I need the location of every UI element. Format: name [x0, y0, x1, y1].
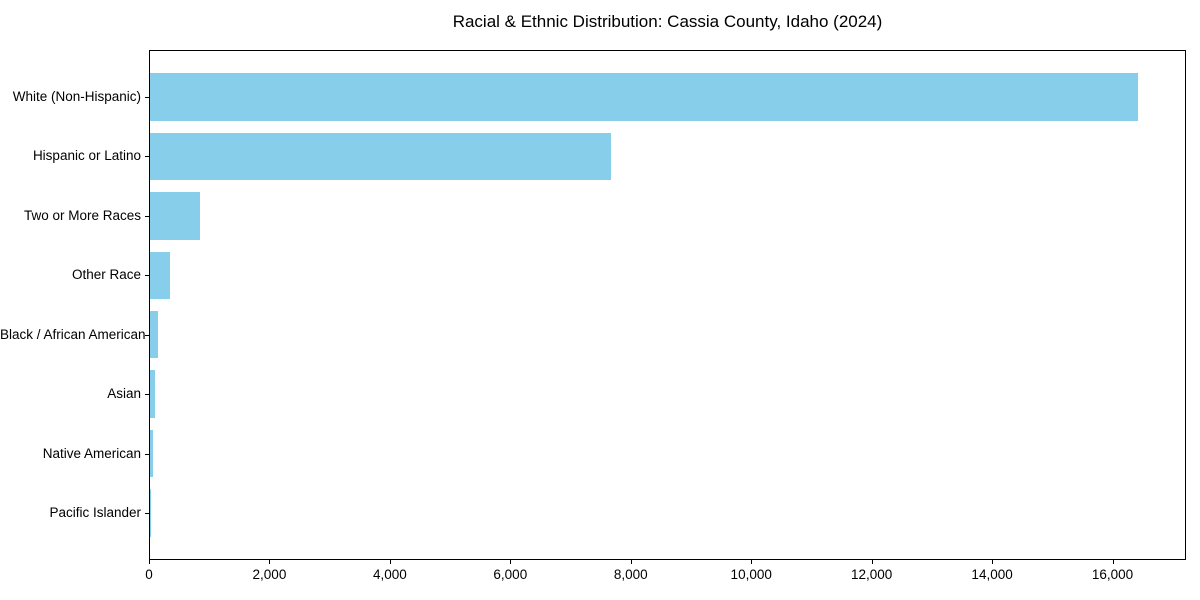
bar-white-non-hispanic — [150, 73, 1138, 121]
y-tick-mark — [145, 96, 149, 98]
bar-pacific-islander — [150, 489, 151, 537]
x-tick-mark — [510, 560, 512, 564]
y-tick-label-hispanic-or-latino: Hispanic or Latino — [32, 148, 141, 164]
x-tick-mark — [630, 560, 632, 564]
x-tick-label-10000: 10,000 — [730, 567, 772, 582]
y-tick-mark — [145, 215, 149, 217]
x-tick-label-16000: 16,000 — [1091, 567, 1134, 582]
y-tick-mark — [145, 156, 149, 158]
x-tick-mark — [1112, 560, 1114, 564]
x-tick-label-4000: 4,000 — [372, 567, 407, 582]
bar-hispanic-or-latino — [150, 132, 611, 181]
x-tick-label-8000: 8,000 — [613, 567, 648, 582]
y-tick-label-white-non-hispanic: White (Non-Hispanic) — [12, 88, 141, 104]
y-tick-label-black-african-american: Black / African American — [0, 326, 146, 342]
x-tick-mark — [992, 560, 994, 564]
plot-area — [149, 50, 1186, 560]
x-tick-mark — [269, 560, 271, 564]
x-tick-mark — [149, 560, 150, 564]
y-tick-mark — [145, 394, 149, 396]
y-tick-label-native-american: Native American — [42, 445, 141, 461]
y-tick-mark — [145, 513, 149, 515]
x-tick-mark — [389, 560, 391, 564]
x-tick-mark — [871, 560, 873, 564]
y-tick-label-asian: Asian — [107, 386, 141, 402]
bar-black-african-american — [150, 310, 158, 359]
y-tick-label-other-race: Other Race — [71, 267, 141, 283]
x-tick-label-14000: 14,000 — [971, 567, 1013, 582]
y-tick-mark — [145, 453, 149, 455]
bar-native-american — [150, 429, 153, 478]
y-tick-label-two-or-more-races: Two or More Races — [23, 207, 141, 223]
bar-other-race — [150, 251, 170, 300]
bar-asian — [150, 370, 155, 418]
x-tick-mark — [751, 560, 753, 564]
x-tick-label-2000: 2,000 — [252, 567, 287, 582]
y-tick-mark — [145, 334, 149, 336]
chart-title: Racial & Ethnic Distribution: Cassia Cou… — [452, 12, 883, 31]
x-tick-label-12000: 12,000 — [850, 567, 893, 582]
bar-two-or-more-races — [150, 192, 200, 240]
x-tick-label-0: 0 — [145, 567, 153, 582]
y-tick-mark — [145, 275, 149, 277]
y-tick-label-pacific-islander: Pacific Islander — [49, 505, 141, 521]
x-tick-label-6000: 6,000 — [493, 567, 528, 582]
